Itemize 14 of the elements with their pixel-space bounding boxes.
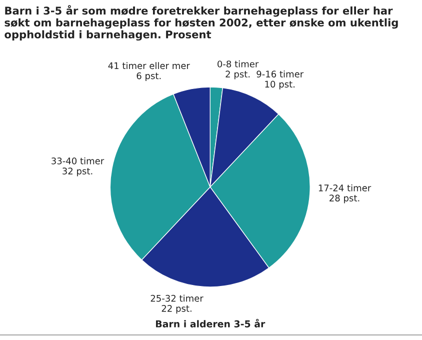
- data-label: 2 pst.: [226, 70, 250, 80]
- slice-label: 41 timer eller mer: [108, 62, 190, 70]
- data-label: 6 pst.: [136, 72, 161, 81]
- slice-label: 17-24 timer: [318, 184, 372, 192]
- slice-label: 25-32 timer: [150, 294, 204, 302]
- slice-label: 0-8 timer: [218, 60, 259, 68]
- data-label: 32 pst.: [62, 168, 92, 176]
- data-label: 28 pst.: [330, 194, 360, 204]
- slice-label: 33-40 timer: [52, 157, 104, 164]
- slice-label: 9-16 timer: [256, 70, 304, 78]
- data-label: 22 pst.: [162, 305, 192, 314]
- chart-title: Barn i 3-5 år som mødre foretrekker barnehageplass for eller har søkt om barnehageplass for høsten 2002, etter ønske om ukentlig oppholdstid i barnehagen. Prosent: [4, 5, 398, 41]
- data-label: 10 pst.: [265, 80, 294, 90]
- text: Barn i alderen 3-5 år: [156, 318, 266, 328]
